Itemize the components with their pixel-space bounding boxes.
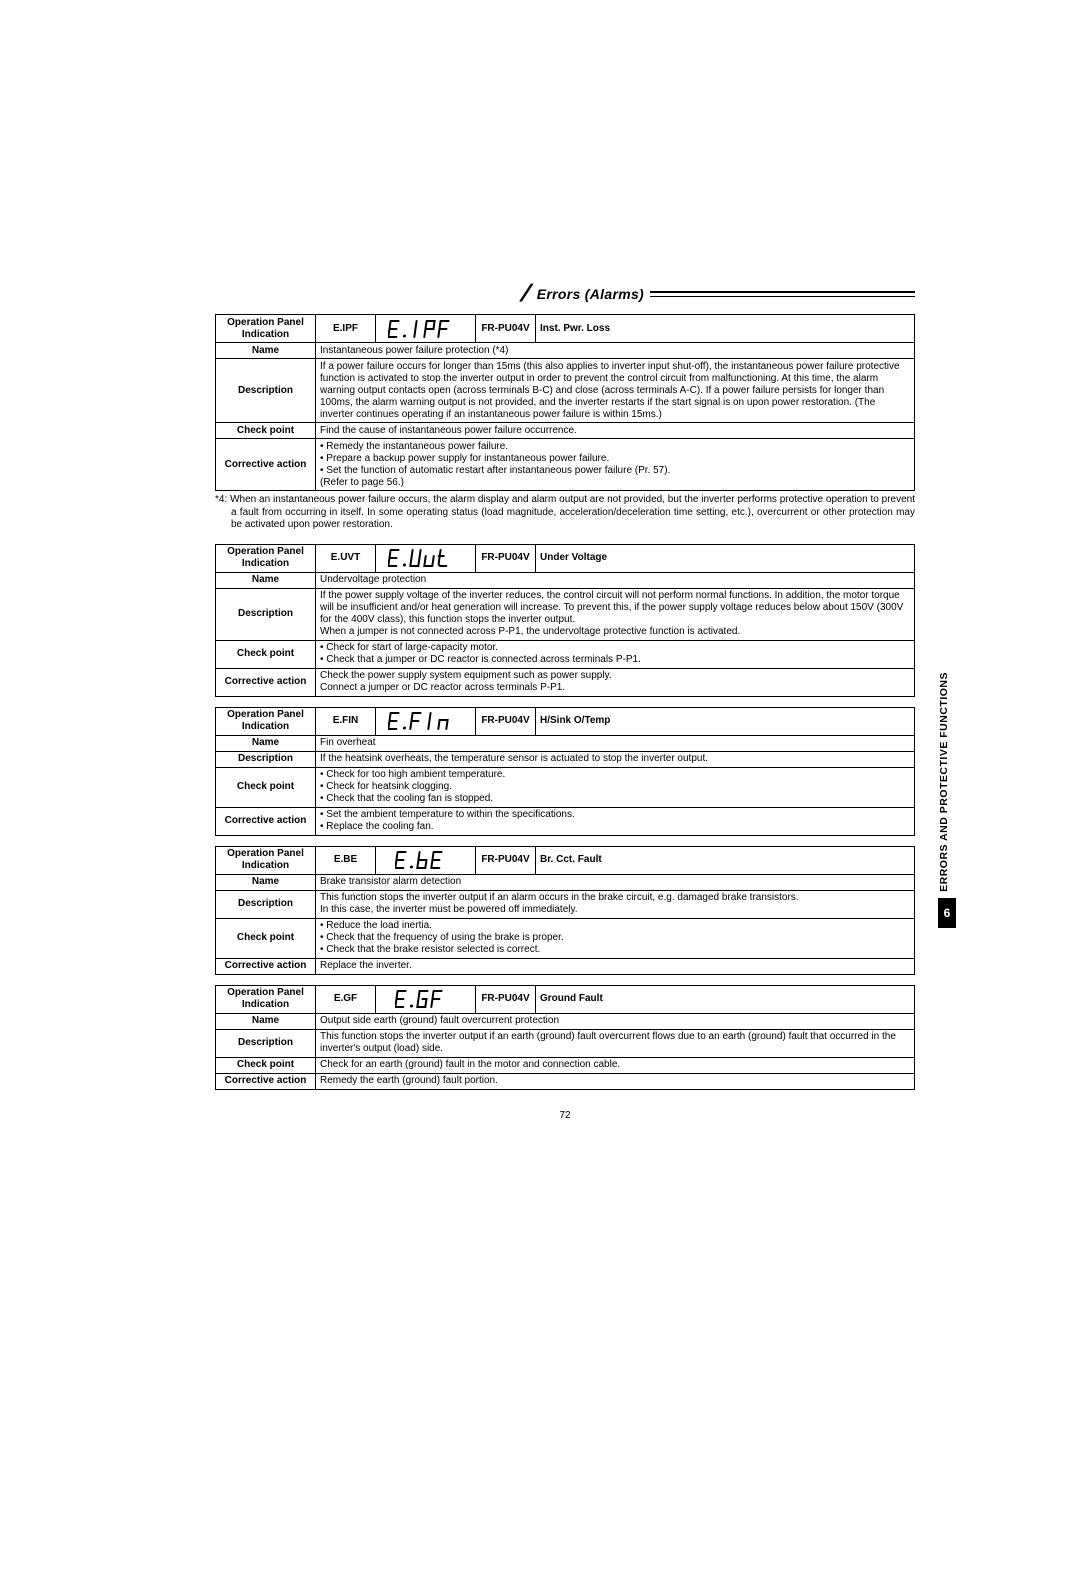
error-code: E.IPF	[316, 315, 376, 343]
op-panel-label: Operation PanelIndication	[216, 315, 316, 343]
error-table: Operation PanelIndication E.GF FR-PU04V …	[215, 985, 915, 1090]
error-corrective: • Set the ambient temperature to within …	[316, 807, 915, 835]
error-code: E.BE	[316, 846, 376, 874]
error-status: H/Sink O/Temp	[536, 707, 915, 735]
error-description: This function stops the inverter output …	[316, 890, 915, 918]
corrective-label: Corrective action	[216, 668, 316, 696]
description-label: Description	[216, 588, 316, 640]
seven-segment-display	[376, 985, 476, 1013]
error-corrective: Replace the inverter.	[316, 958, 915, 974]
error-table: Operation PanelIndication E.IPF FR-PU04V…	[215, 314, 915, 491]
description-label: Description	[216, 751, 316, 767]
header-slash-icon: /	[518, 280, 532, 308]
seven-segment-display	[376, 846, 476, 874]
error-table: Operation PanelIndication E.FIN FR-PU04V…	[215, 707, 915, 836]
check-point-label: Check point	[216, 918, 316, 958]
seven-segment-display	[376, 707, 476, 735]
op-panel-label: Operation PanelIndication	[216, 846, 316, 874]
error-name: Output side earth (ground) fault overcur…	[316, 1013, 915, 1029]
name-label: Name	[216, 874, 316, 890]
op-panel-label: Operation PanelIndication	[216, 544, 316, 572]
chapter-tab-label: ERRORS AND PROTECTIVE FUNCTIONS	[938, 672, 950, 892]
error-table: Operation PanelIndication E.BE FR-PU04V …	[215, 846, 915, 975]
error-name: Undervoltage protection	[316, 572, 915, 588]
op-panel-label: Operation PanelIndication	[216, 985, 316, 1013]
error-description: This function stops the inverter output …	[316, 1029, 915, 1057]
fr-pu-label: FR-PU04V	[476, 315, 536, 343]
error-corrective: • Remedy the instantaneous power failure…	[316, 439, 915, 491]
error-check-point: • Check for too high ambient temperature…	[316, 767, 915, 807]
corrective-label: Corrective action	[216, 958, 316, 974]
error-name: Brake transistor alarm detection	[316, 874, 915, 890]
error-name: Fin overheat	[316, 735, 915, 751]
check-point-label: Check point	[216, 1057, 316, 1073]
fr-pu-label: FR-PU04V	[476, 707, 536, 735]
error-check-point: • Check for start of large-capacity moto…	[316, 640, 915, 668]
name-label: Name	[216, 735, 316, 751]
chapter-tab-number: 6	[938, 898, 956, 928]
footnote: *4: When an instantaneous power failure …	[215, 494, 915, 532]
name-label: Name	[216, 343, 316, 359]
fr-pu-label: FR-PU04V	[476, 846, 536, 874]
error-corrective: Check the power supply system equipment …	[316, 668, 915, 696]
error-check-point: Check for an earth (ground) fault in the…	[316, 1057, 915, 1073]
corrective-label: Corrective action	[216, 1073, 316, 1089]
error-check-point: • Reduce the load inertia.• Check that t…	[316, 918, 915, 958]
error-description: If the power supply voltage of the inver…	[316, 588, 915, 640]
error-code: E.GF	[316, 985, 376, 1013]
op-panel-label: Operation PanelIndication	[216, 707, 316, 735]
description-label: Description	[216, 890, 316, 918]
name-label: Name	[216, 1013, 316, 1029]
name-label: Name	[216, 572, 316, 588]
corrective-label: Corrective action	[216, 439, 316, 491]
error-code: E.UVT	[316, 544, 376, 572]
error-status: Inst. Pwr. Loss	[536, 315, 915, 343]
error-description: If the heatsink overheats, the temperatu…	[316, 751, 915, 767]
check-point-label: Check point	[216, 640, 316, 668]
error-table: Operation PanelIndication E.UVT FR-PU04V…	[215, 544, 915, 697]
description-label: Description	[216, 1029, 316, 1057]
error-check-point: Find the cause of instantaneous power fa…	[316, 423, 915, 439]
error-status: Ground Fault	[536, 985, 915, 1013]
header-rule-icon	[650, 291, 915, 297]
seven-segment-display	[376, 544, 476, 572]
corrective-label: Corrective action	[216, 807, 316, 835]
fr-pu-label: FR-PU04V	[476, 544, 536, 572]
fr-pu-label: FR-PU04V	[476, 985, 536, 1013]
seven-segment-display	[376, 315, 476, 343]
error-status: Under Voltage	[536, 544, 915, 572]
section-header: / Errors (Alarms)	[215, 280, 915, 308]
error-corrective: Remedy the earth (ground) fault portion.	[316, 1073, 915, 1089]
chapter-tab: ERRORS AND PROTECTIVE FUNCTIONS 6	[938, 672, 960, 928]
page-content: / Errors (Alarms) Operation PanelIndicat…	[215, 280, 915, 1093]
check-point-label: Check point	[216, 423, 316, 439]
error-code: E.FIN	[316, 707, 376, 735]
error-status: Br. Cct. Fault	[536, 846, 915, 874]
section-title: Errors (Alarms)	[537, 286, 644, 303]
error-description: If a power failure occurs for longer tha…	[316, 359, 915, 423]
error-name: Instantaneous power failure protection (…	[316, 343, 915, 359]
description-label: Description	[216, 359, 316, 423]
page-number: 72	[559, 1110, 570, 1121]
check-point-label: Check point	[216, 767, 316, 807]
